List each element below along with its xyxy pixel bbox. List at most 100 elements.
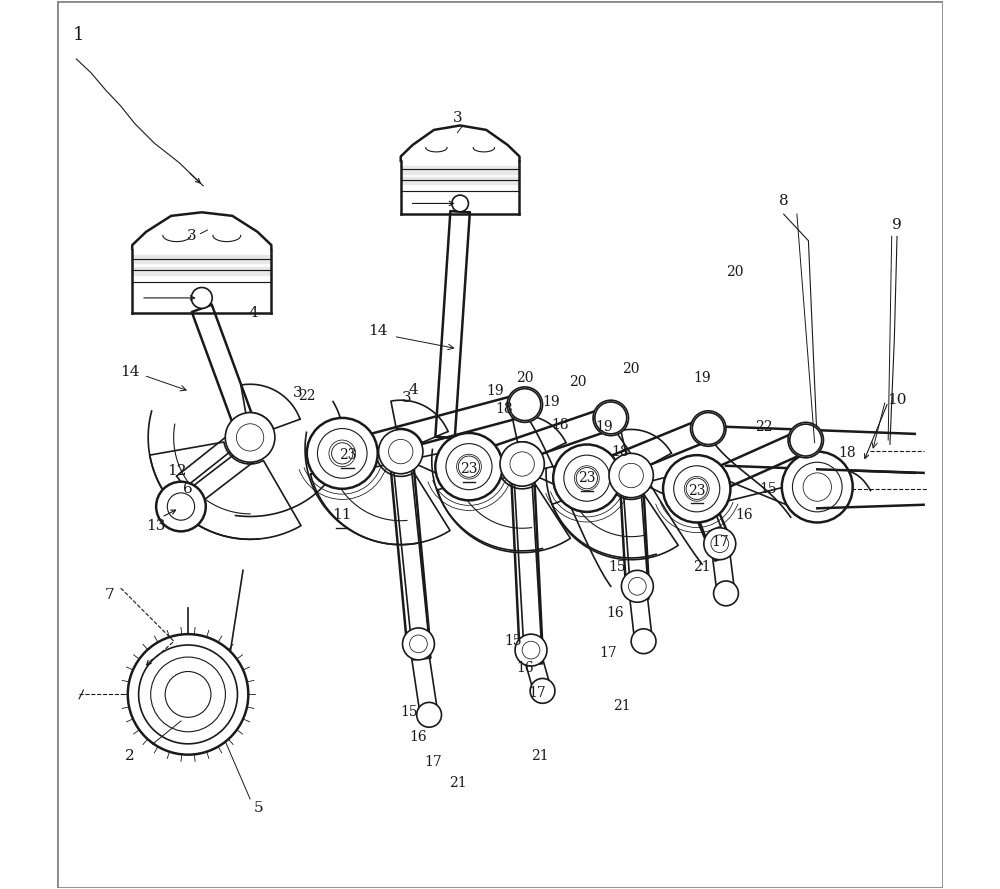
Text: 16: 16	[606, 606, 624, 620]
Text: 19: 19	[596, 420, 613, 434]
Text: 15: 15	[504, 634, 522, 648]
Text: 8: 8	[779, 194, 788, 208]
Polygon shape	[512, 415, 566, 454]
Text: 20: 20	[622, 362, 640, 376]
Circle shape	[782, 452, 853, 523]
Polygon shape	[552, 484, 678, 560]
Text: 23: 23	[688, 484, 705, 498]
Text: 13: 13	[146, 519, 166, 533]
Text: 6: 6	[183, 482, 193, 496]
Circle shape	[225, 412, 275, 462]
Text: 18: 18	[496, 402, 513, 416]
Text: 15: 15	[401, 705, 418, 719]
Polygon shape	[132, 212, 271, 250]
Text: 15: 15	[608, 560, 626, 573]
Circle shape	[595, 402, 627, 434]
Circle shape	[139, 645, 237, 744]
Circle shape	[609, 453, 653, 498]
Text: 3: 3	[293, 386, 303, 400]
Text: 17: 17	[425, 755, 442, 769]
Circle shape	[788, 422, 823, 458]
Text: 22: 22	[298, 388, 316, 403]
Text: 14: 14	[120, 364, 139, 379]
Circle shape	[515, 634, 547, 666]
Circle shape	[790, 424, 822, 456]
Text: 17: 17	[599, 645, 617, 660]
Circle shape	[417, 702, 442, 727]
Polygon shape	[401, 125, 519, 161]
Text: 11: 11	[333, 509, 352, 523]
Text: 14: 14	[368, 324, 387, 338]
Text: 15: 15	[759, 482, 776, 496]
Circle shape	[803, 473, 831, 501]
Text: 18: 18	[839, 446, 856, 461]
Circle shape	[530, 678, 555, 703]
Text: 2: 2	[125, 749, 134, 764]
Text: 16: 16	[516, 661, 534, 675]
Circle shape	[553, 444, 621, 512]
Circle shape	[714, 581, 738, 605]
Circle shape	[686, 478, 707, 500]
Polygon shape	[437, 471, 570, 553]
Polygon shape	[150, 442, 301, 540]
Circle shape	[458, 456, 480, 477]
Polygon shape	[391, 400, 448, 443]
Circle shape	[500, 442, 544, 486]
Polygon shape	[310, 458, 450, 545]
Text: 20: 20	[726, 265, 744, 278]
Text: 21: 21	[693, 560, 711, 573]
Circle shape	[792, 462, 842, 512]
Text: 19: 19	[693, 371, 711, 385]
Text: 16: 16	[410, 730, 427, 744]
Text: 21: 21	[613, 699, 631, 713]
Text: 10: 10	[887, 393, 907, 407]
Text: 4: 4	[408, 382, 418, 396]
Circle shape	[576, 468, 597, 489]
Circle shape	[332, 443, 353, 464]
Text: 3: 3	[402, 391, 412, 405]
Text: 18: 18	[551, 418, 569, 432]
Text: 16: 16	[735, 509, 753, 523]
Text: 23: 23	[578, 471, 596, 485]
Text: 18: 18	[611, 444, 628, 459]
Polygon shape	[432, 450, 542, 551]
Text: 20: 20	[516, 371, 534, 385]
Text: 21: 21	[449, 776, 466, 790]
Circle shape	[191, 287, 212, 308]
Text: 22: 22	[755, 420, 773, 434]
Text: 21: 21	[531, 749, 549, 764]
Polygon shape	[241, 384, 300, 428]
Text: 7: 7	[105, 589, 115, 602]
Text: 3: 3	[453, 111, 462, 125]
Circle shape	[631, 629, 656, 653]
Circle shape	[507, 387, 543, 422]
Text: 17: 17	[528, 685, 546, 700]
Text: 17: 17	[711, 535, 729, 549]
Polygon shape	[148, 411, 259, 540]
Text: 5: 5	[254, 801, 264, 815]
Text: 19: 19	[487, 384, 504, 398]
Circle shape	[691, 411, 726, 446]
Circle shape	[692, 412, 724, 444]
Text: 23: 23	[339, 448, 356, 462]
Text: 20: 20	[569, 375, 587, 389]
Circle shape	[435, 433, 503, 501]
Text: 23: 23	[460, 462, 478, 477]
Text: 9: 9	[892, 218, 902, 232]
Polygon shape	[546, 469, 656, 558]
Circle shape	[403, 628, 434, 660]
Circle shape	[704, 528, 736, 560]
Text: 12: 12	[167, 464, 186, 478]
Circle shape	[452, 195, 468, 212]
Circle shape	[128, 634, 248, 755]
Text: 4: 4	[249, 307, 259, 320]
Polygon shape	[621, 429, 671, 465]
Circle shape	[593, 400, 629, 436]
Circle shape	[663, 455, 730, 523]
Text: 3: 3	[187, 229, 196, 244]
Circle shape	[621, 571, 653, 602]
Circle shape	[156, 482, 206, 532]
Polygon shape	[305, 432, 417, 545]
Polygon shape	[236, 402, 343, 517]
Circle shape	[379, 429, 423, 474]
